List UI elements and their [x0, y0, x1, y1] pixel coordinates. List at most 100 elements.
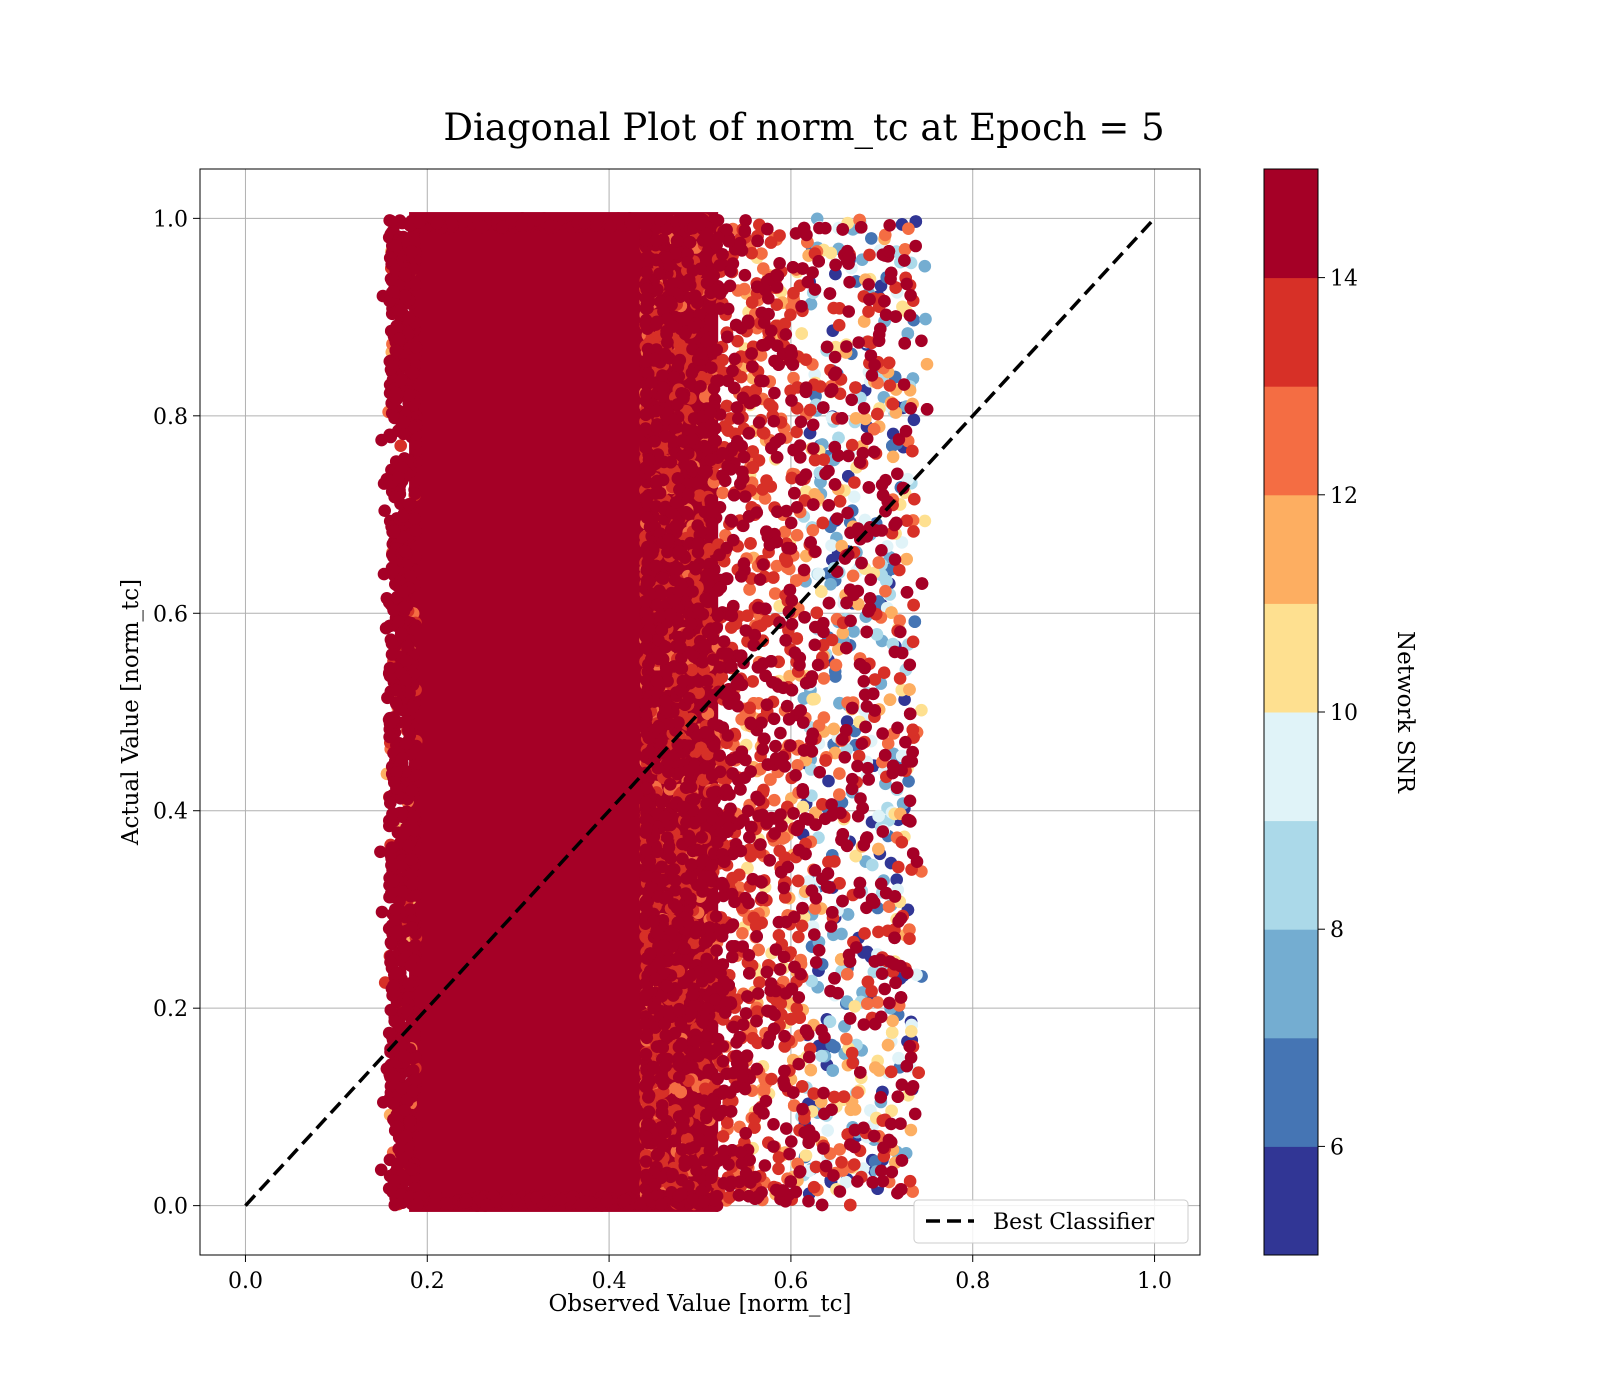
- scatter-point: [804, 297, 818, 311]
- scatter-point: [790, 425, 803, 439]
- scatter-point: [395, 373, 408, 387]
- scatter-point: [919, 312, 932, 326]
- scatter-point: [720, 399, 734, 413]
- scatter-point: [829, 267, 842, 281]
- scatter-point: [749, 919, 763, 933]
- scatter-point: [849, 381, 862, 394]
- scatter-point: [403, 903, 417, 916]
- scatter-point: [770, 559, 784, 573]
- scatter-point: [883, 379, 897, 392]
- scatter-point: [398, 289, 412, 303]
- scatter-point: [840, 1032, 853, 1046]
- scatter-point: [884, 1065, 898, 1079]
- scatter-point: [821, 1124, 834, 1137]
- scatter-point: [744, 537, 757, 550]
- scatter-point: [918, 259, 932, 273]
- scatter-point: [716, 486, 729, 500]
- scatter-point: [898, 243, 912, 256]
- scatter-point: [398, 1104, 412, 1117]
- scatter-point: [739, 1007, 753, 1020]
- scatter-point: [785, 471, 799, 485]
- scatter-point: [475, 220, 489, 234]
- scatter-point: [849, 849, 863, 863]
- scatter-point: [863, 248, 876, 262]
- scatter-point: [746, 845, 759, 859]
- scatter-point: [778, 831, 791, 844]
- scatter-point: [385, 841, 399, 854]
- scatter-point: [835, 1156, 848, 1169]
- scatter-point: [870, 628, 884, 641]
- scatter-point: [387, 525, 401, 539]
- scatter-point: [709, 910, 723, 923]
- scatter-point: [806, 693, 819, 706]
- scatter-point: [736, 927, 749, 940]
- scatter-point: [900, 552, 913, 566]
- scatter-point: [848, 1103, 862, 1116]
- scatter-point: [388, 776, 401, 789]
- scatter-point: [829, 658, 843, 672]
- scatter-point: [845, 1046, 859, 1060]
- scatter-point: [754, 349, 768, 362]
- scatter-point: [384, 324, 398, 338]
- scatter-point: [406, 366, 420, 380]
- scatter-point: [784, 308, 797, 322]
- scatter-point: [745, 246, 758, 260]
- scatter-point: [388, 1070, 402, 1084]
- scatter-point: [893, 672, 907, 685]
- scatter-point: [903, 683, 916, 696]
- scatter-point: [405, 921, 418, 934]
- scatter-point: [808, 488, 821, 501]
- scatter-point: [907, 598, 920, 612]
- scatter-point: [849, 412, 863, 425]
- scatter-points: [374, 212, 934, 1212]
- scatter-point: [409, 623, 423, 637]
- scatter-point: [721, 1116, 734, 1129]
- scatter-point: [882, 356, 896, 370]
- scatter-point: [773, 229, 786, 242]
- scatter-point: [828, 1090, 841, 1104]
- scatter-point: [705, 361, 718, 375]
- scatter-point: [836, 626, 850, 640]
- scatter-point: [413, 216, 426, 229]
- scatter-point: [409, 340, 423, 354]
- scatter-point: [405, 784, 419, 797]
- scatter-point: [848, 476, 861, 489]
- scatter-point: [387, 979, 400, 993]
- scatter-point: [389, 926, 402, 939]
- scatter-point: [832, 318, 846, 332]
- scatter-point: [807, 1087, 820, 1100]
- scatter-point: [845, 438, 859, 452]
- scatter-point: [409, 889, 423, 902]
- scatter-point: [791, 874, 805, 888]
- scatter-point: [822, 774, 835, 788]
- scatter-point: [915, 334, 928, 348]
- scatter-point: [743, 701, 756, 715]
- scatter-point: [824, 920, 838, 933]
- scatter-point: [408, 759, 422, 772]
- scatter-point: [746, 461, 759, 474]
- scatter-point: [862, 773, 875, 786]
- scatter-point: [833, 495, 847, 508]
- scatter-point: [396, 509, 410, 523]
- scatter-point: [852, 597, 865, 611]
- scatter-point: [374, 1163, 388, 1177]
- scatter-point: [833, 1185, 847, 1198]
- scatter-point: [680, 1132, 694, 1146]
- scatter-point: [780, 555, 794, 568]
- scatter-point: [732, 868, 746, 882]
- scatter-point: [396, 810, 409, 824]
- scatter-point: [795, 919, 809, 933]
- scatter-point: [401, 640, 414, 653]
- scatter-point: [815, 585, 828, 598]
- scatter-point: [618, 1193, 632, 1207]
- scatter-point: [741, 609, 754, 622]
- scatter-point: [866, 858, 879, 872]
- scatter-point: [861, 997, 874, 1010]
- scatter-point: [811, 658, 825, 672]
- scatter-point: [389, 263, 402, 277]
- scatter-point: [384, 956, 397, 969]
- scatter-point: [779, 328, 793, 341]
- scatter-point: [408, 487, 422, 501]
- scatter-point: [858, 927, 871, 940]
- scatter-point: [902, 222, 915, 235]
